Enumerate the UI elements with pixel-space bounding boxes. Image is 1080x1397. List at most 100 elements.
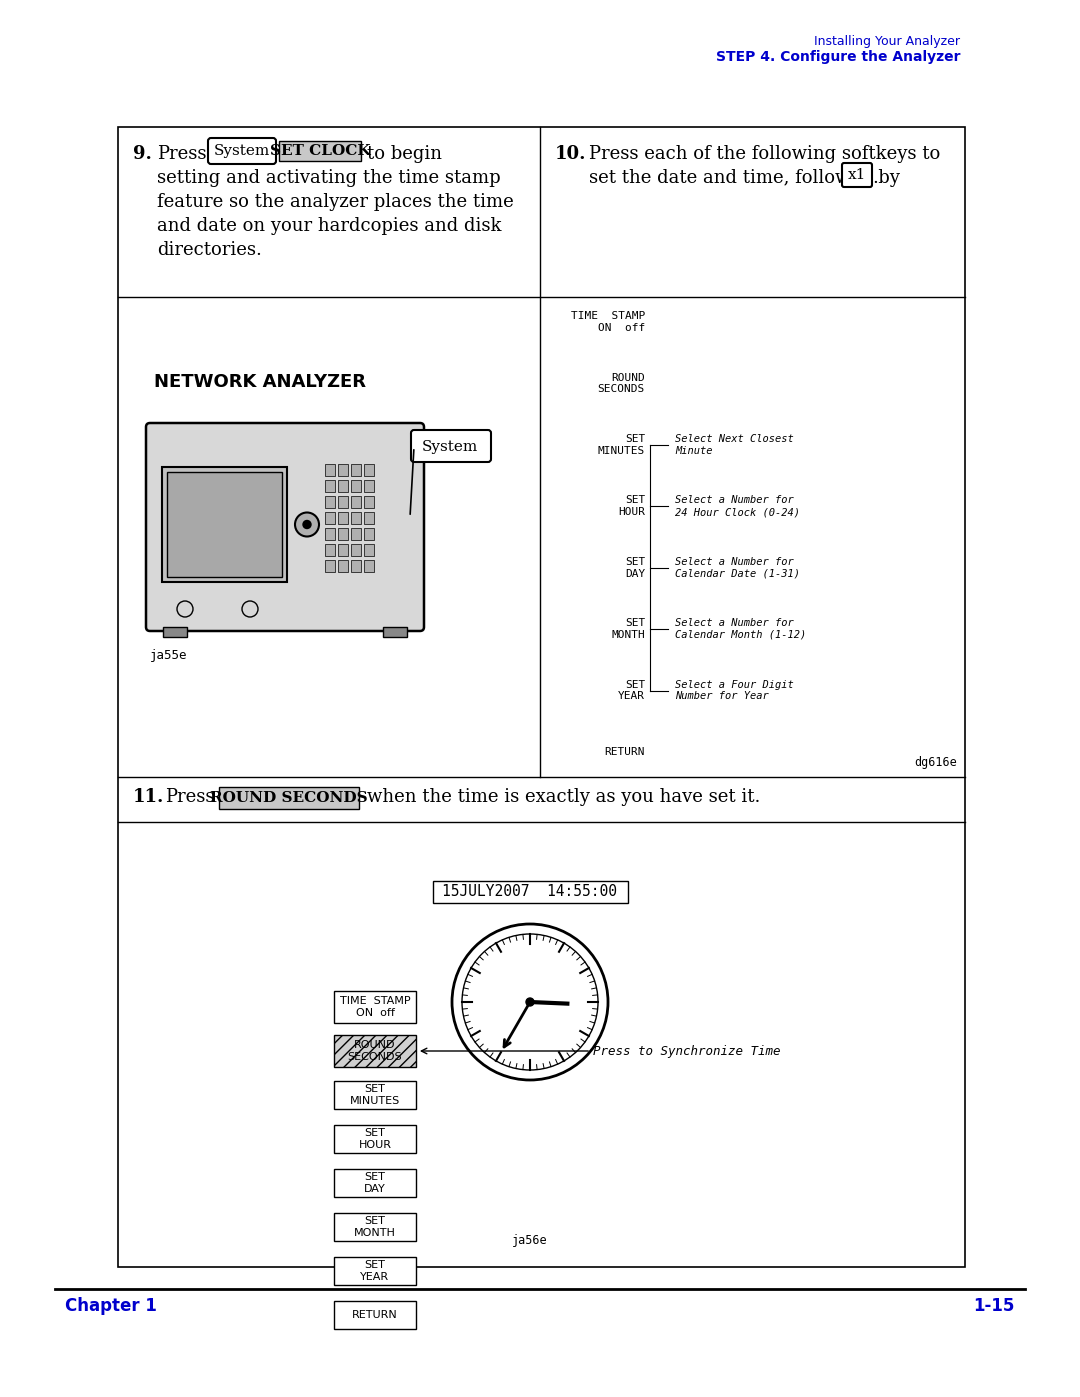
Bar <box>364 511 374 524</box>
Text: 15JULY2007  14:55:00: 15JULY2007 14:55:00 <box>443 884 618 900</box>
Text: SET
MINUTES: SET MINUTES <box>597 434 645 455</box>
FancyBboxPatch shape <box>411 430 491 462</box>
Text: 1-15: 1-15 <box>974 1296 1015 1315</box>
Bar <box>334 990 416 1023</box>
Bar <box>334 1081 416 1109</box>
Bar <box>334 1257 416 1285</box>
Text: SET
HOUR: SET HOUR <box>618 496 645 517</box>
Text: TIME  STAMP
ON  off: TIME STAMP ON off <box>340 996 410 1017</box>
Bar <box>325 560 335 571</box>
Text: dg616e: dg616e <box>915 756 957 768</box>
Text: Press: Press <box>165 788 215 806</box>
Bar <box>351 481 361 492</box>
Bar <box>338 496 348 509</box>
Text: SET
DAY: SET DAY <box>624 557 645 578</box>
Circle shape <box>462 935 598 1070</box>
Bar <box>167 472 282 577</box>
Text: SET
MINUTES: SET MINUTES <box>350 1084 400 1105</box>
Bar <box>162 467 287 583</box>
Text: Installing Your Analyzer: Installing Your Analyzer <box>814 35 960 47</box>
Bar <box>338 528 348 541</box>
Bar <box>334 1169 416 1197</box>
Bar <box>279 141 361 161</box>
Bar <box>383 627 407 637</box>
Text: STEP 4. Configure the Analyzer: STEP 4. Configure the Analyzer <box>715 50 960 64</box>
Circle shape <box>453 923 608 1080</box>
Text: ROUND
SECONDS: ROUND SECONDS <box>348 1041 403 1062</box>
Text: TIME  STAMP
ON  off: TIME STAMP ON off <box>570 312 645 332</box>
Circle shape <box>295 513 319 536</box>
Text: SET
YEAR: SET YEAR <box>618 680 645 701</box>
Bar <box>325 528 335 541</box>
Text: Press: Press <box>157 145 206 163</box>
Text: 9.: 9. <box>133 145 152 163</box>
Text: ja56e: ja56e <box>512 1234 548 1248</box>
Text: to begin: to begin <box>367 145 442 163</box>
Text: feature so the analyzer places the time: feature so the analyzer places the time <box>157 193 514 211</box>
Bar <box>364 543 374 556</box>
Text: Press each of the following softkeys to: Press each of the following softkeys to <box>589 145 941 163</box>
Text: .: . <box>872 169 878 187</box>
Text: Select a Four Digit
Number for Year: Select a Four Digit Number for Year <box>675 680 794 701</box>
Text: SET
HOUR: SET HOUR <box>359 1129 391 1150</box>
Bar <box>325 464 335 476</box>
Text: SET
MONTH: SET MONTH <box>354 1217 396 1238</box>
Text: setting and activating the time stamp: setting and activating the time stamp <box>157 169 501 187</box>
Bar <box>338 464 348 476</box>
Text: SET CLOCK: SET CLOCK <box>270 144 370 158</box>
Circle shape <box>303 521 311 528</box>
Text: directories.: directories. <box>157 242 261 258</box>
Bar <box>334 1125 416 1153</box>
Text: and date on your hardcopies and disk: and date on your hardcopies and disk <box>157 217 501 235</box>
Bar <box>338 543 348 556</box>
Bar <box>325 481 335 492</box>
Bar <box>432 882 627 902</box>
Bar <box>351 496 361 509</box>
Bar <box>351 464 361 476</box>
Text: ROUND SECONDS: ROUND SECONDS <box>211 791 368 805</box>
Bar <box>163 627 187 637</box>
Text: RETURN: RETURN <box>352 1310 397 1320</box>
Text: System: System <box>214 144 270 158</box>
Text: Select a Number for
Calendar Month (1-12): Select a Number for Calendar Month (1-12… <box>675 619 807 640</box>
Text: 10.: 10. <box>555 145 586 163</box>
Bar <box>118 127 966 1267</box>
Text: Press to Synchronize Time: Press to Synchronize Time <box>593 1045 781 1058</box>
Text: Select a Number for
Calendar Date (1-31): Select a Number for Calendar Date (1-31) <box>675 557 800 578</box>
Text: Chapter 1: Chapter 1 <box>65 1296 157 1315</box>
Bar <box>351 560 361 571</box>
Text: ROUND
SECONDS: ROUND SECONDS <box>597 373 645 394</box>
Bar <box>364 496 374 509</box>
Bar <box>338 511 348 524</box>
Bar <box>364 481 374 492</box>
Text: Select Next Closest
Minute: Select Next Closest Minute <box>675 434 794 455</box>
Text: NETWORK ANALYZER: NETWORK ANALYZER <box>154 373 366 391</box>
FancyBboxPatch shape <box>842 163 872 187</box>
Bar <box>334 1035 416 1067</box>
Bar <box>325 511 335 524</box>
Bar <box>219 787 359 809</box>
Bar <box>338 481 348 492</box>
Text: SET
DAY: SET DAY <box>364 1172 386 1193</box>
Text: when the time is exactly as you have set it.: when the time is exactly as you have set… <box>367 788 760 806</box>
Bar <box>334 1213 416 1241</box>
Bar <box>351 511 361 524</box>
FancyBboxPatch shape <box>208 138 276 163</box>
Text: System: System <box>422 440 478 454</box>
Bar <box>325 543 335 556</box>
Bar <box>351 543 361 556</box>
Bar <box>364 528 374 541</box>
Text: x1: x1 <box>848 168 866 182</box>
Text: ja55e: ja55e <box>150 650 188 662</box>
Text: SET
YEAR: SET YEAR <box>361 1260 390 1281</box>
Bar <box>364 560 374 571</box>
Text: SET
MONTH: SET MONTH <box>611 619 645 640</box>
Text: 11.: 11. <box>133 788 164 806</box>
FancyBboxPatch shape <box>146 423 424 631</box>
Circle shape <box>526 997 534 1006</box>
Bar <box>351 528 361 541</box>
Bar <box>334 1301 416 1329</box>
Text: RETURN: RETURN <box>605 747 645 757</box>
Bar <box>338 560 348 571</box>
Bar <box>325 496 335 509</box>
